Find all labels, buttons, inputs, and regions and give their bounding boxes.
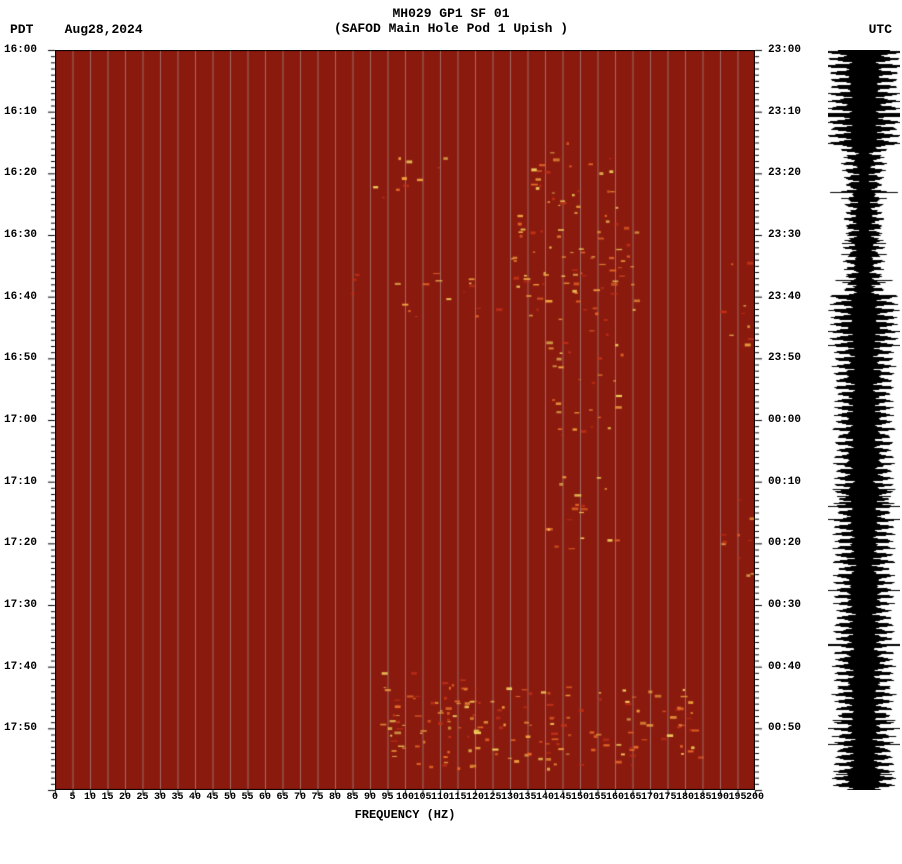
- page-root: MH029 GP1 SF 01 (SAFOD Main Hole Pod 1 U…: [0, 0, 902, 864]
- axis-overlay: [0, 0, 902, 864]
